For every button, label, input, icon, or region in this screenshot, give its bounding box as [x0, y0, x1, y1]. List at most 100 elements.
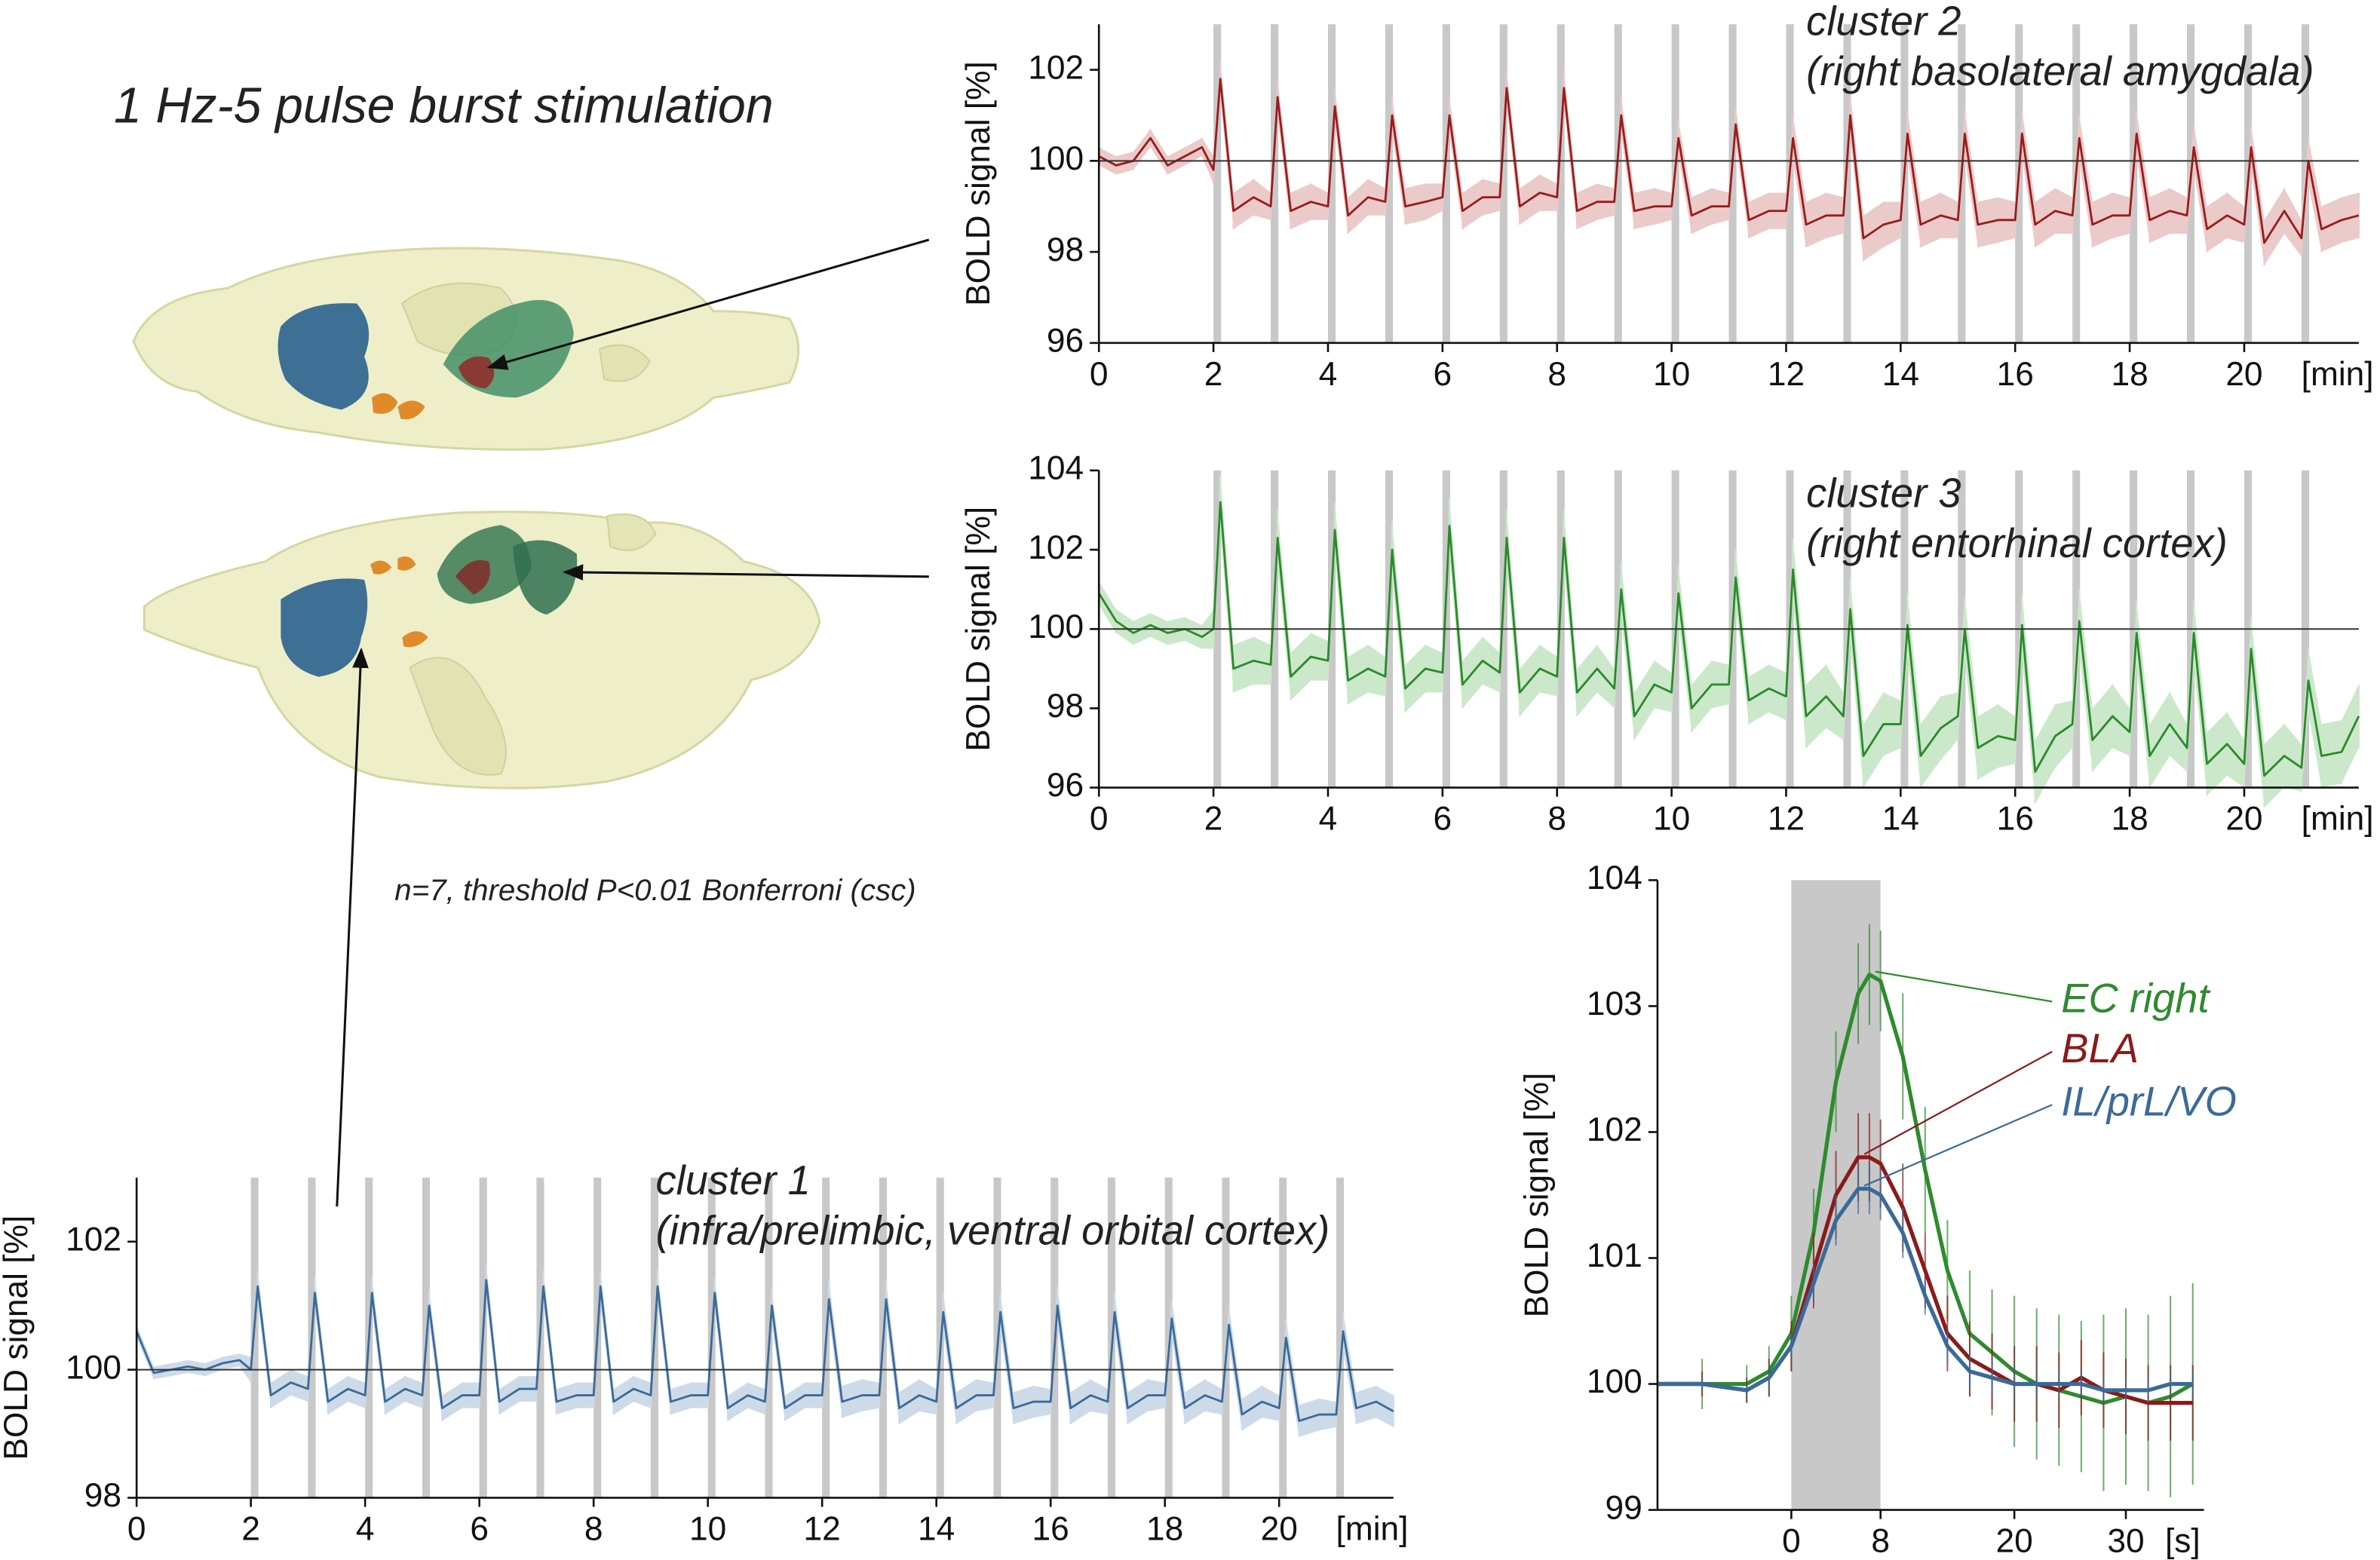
x-tick-label: 10: [1653, 356, 1690, 393]
arrow: [563, 564, 929, 581]
x-axis-label: [s]: [2165, 1523, 2201, 1560]
y-tick-label: 104: [1028, 450, 1084, 487]
y-tick-label: 103: [1587, 985, 1642, 1022]
brain-render-top: [132, 247, 800, 451]
error-band: [1099, 474, 2359, 808]
x-tick-label: 20: [2225, 356, 2262, 393]
x-tick-label: 2: [241, 1510, 260, 1547]
x-tick-label: 4: [356, 1510, 375, 1547]
x-tick-label: 4: [1319, 356, 1338, 393]
x-tick-label: 4: [1319, 801, 1338, 838]
y-tick-label: 101: [1587, 1237, 1642, 1274]
stimulus-bar: [1327, 24, 1336, 343]
series-line: [1098, 501, 2360, 777]
y-tick-label: 100: [1587, 1363, 1642, 1400]
stimulus-bar: [1442, 24, 1450, 343]
stimulus-bar: [1557, 24, 1565, 343]
arrow: [486, 238, 930, 370]
x-tick-label: 16: [1997, 356, 2034, 393]
x-tick-label: 8: [1547, 801, 1566, 838]
chart-subtitle: (infra/prelimbic, ventral orbital cortex…: [656, 1208, 1330, 1254]
leader-line: [1863, 1104, 2053, 1187]
stimulus-bar: [1614, 24, 1622, 343]
y-tick-label: 100: [66, 1349, 121, 1386]
x-tick-label: 20: [1996, 1523, 2033, 1560]
x-tick-label: 8: [1871, 1523, 1890, 1560]
y-tick-label: 102: [1028, 49, 1084, 86]
x-axis-label: [min]: [2302, 801, 2374, 838]
x-tick-label: 30: [2107, 1523, 2144, 1560]
y-tick-label: 102: [66, 1221, 121, 1258]
chart-title: cluster 2: [1806, 0, 1961, 44]
x-tick-label: 18: [1146, 1510, 1183, 1547]
x-tick-label: 12: [1768, 801, 1805, 838]
y-axis-label: BOLD signal [%]: [960, 61, 997, 306]
y-axis-label: BOLD signal [%]: [960, 507, 997, 752]
x-tick-label: 20: [2225, 801, 2262, 838]
x-tick-label: 12: [804, 1510, 841, 1547]
x-tick-label: 18: [2111, 801, 2148, 838]
x-tick-label: 10: [689, 1510, 726, 1547]
y-tick-label: 99: [1606, 1489, 1642, 1526]
stimulus-bar: [1213, 24, 1222, 343]
stimulus-bar: [1385, 24, 1394, 343]
stimulus-bar: [1222, 1177, 1230, 1498]
chart-title: cluster 1: [656, 1157, 811, 1203]
chart-title: cluster 3: [1806, 470, 1961, 516]
x-tick-label: 0: [1782, 1523, 1801, 1560]
note: n=7, threshold P<0.01 Bonferroni (csc): [394, 873, 916, 907]
chart-subtitle: (right basolateral amygdala): [1806, 48, 2314, 94]
x-tick-label: 14: [1882, 356, 1919, 393]
y-tick-label: 100: [1028, 140, 1084, 177]
leader-line: [1863, 1050, 2053, 1155]
y-tick-label: 100: [1028, 608, 1084, 645]
x-tick-label: 2: [1204, 801, 1223, 838]
x-tick-label: 14: [918, 1510, 955, 1547]
figure-title: 1 Hz-5 pulse burst stimulation: [114, 78, 774, 133]
series-line: [1098, 78, 2360, 244]
y-tick-label: 96: [1047, 323, 1084, 360]
stimulus-bar: [1843, 24, 1851, 343]
x-tick-label: 0: [127, 1510, 146, 1547]
x-tick-label: 20: [1261, 1510, 1298, 1547]
y-axis-label: BOLD signal [%]: [0, 1215, 35, 1460]
y-tick-label: 96: [1047, 767, 1084, 804]
x-tick-label: 0: [1090, 801, 1109, 838]
x-tick-label: 6: [1434, 801, 1452, 838]
series-line: [1657, 1186, 2193, 1393]
stimulus-bar: [1336, 1177, 1345, 1498]
x-tick-label: 18: [2111, 356, 2148, 393]
chart-subtitle: (right entorhinal cortex): [1806, 520, 2228, 566]
stimulus-bar: [1271, 24, 1279, 343]
y-tick-label: 102: [1028, 529, 1084, 566]
x-tick-label: 14: [1882, 801, 1919, 838]
y-tick-label: 98: [84, 1477, 121, 1514]
x-tick-label: 2: [1204, 356, 1223, 393]
y-tick-label: 98: [1047, 231, 1084, 268]
x-tick-label: 10: [1653, 801, 1690, 838]
leader-line: [1875, 970, 2053, 1003]
x-tick-label: 6: [1434, 356, 1452, 393]
x-tick-label: 16: [1032, 1510, 1069, 1547]
arrow: [336, 647, 369, 1207]
error-band: [1099, 60, 2359, 266]
x-axis-label: [min]: [1336, 1510, 1409, 1547]
x-tick-label: 8: [1547, 356, 1566, 393]
error-band: [136, 1264, 1394, 1437]
x-tick-label: 12: [1768, 356, 1805, 393]
x-tick-label: 0: [1090, 356, 1109, 393]
series-label: IL/prL/VO: [2061, 1079, 2237, 1125]
series-line: [1657, 973, 2194, 1405]
x-tick-label: 16: [1997, 801, 2034, 838]
y-tick-label: 104: [1587, 860, 1642, 896]
brain-render-side: [143, 510, 821, 789]
x-axis-label: [min]: [2302, 356, 2374, 393]
y-tick-label: 102: [1587, 1111, 1642, 1148]
x-tick-label: 6: [470, 1510, 489, 1547]
x-tick-label: 8: [584, 1510, 603, 1547]
stimulus-bar: [1279, 1177, 1287, 1498]
y-axis-label: BOLD signal [%]: [1519, 1073, 1556, 1318]
series-line: [135, 1279, 1394, 1422]
series-label: BLA: [2061, 1025, 2139, 1071]
